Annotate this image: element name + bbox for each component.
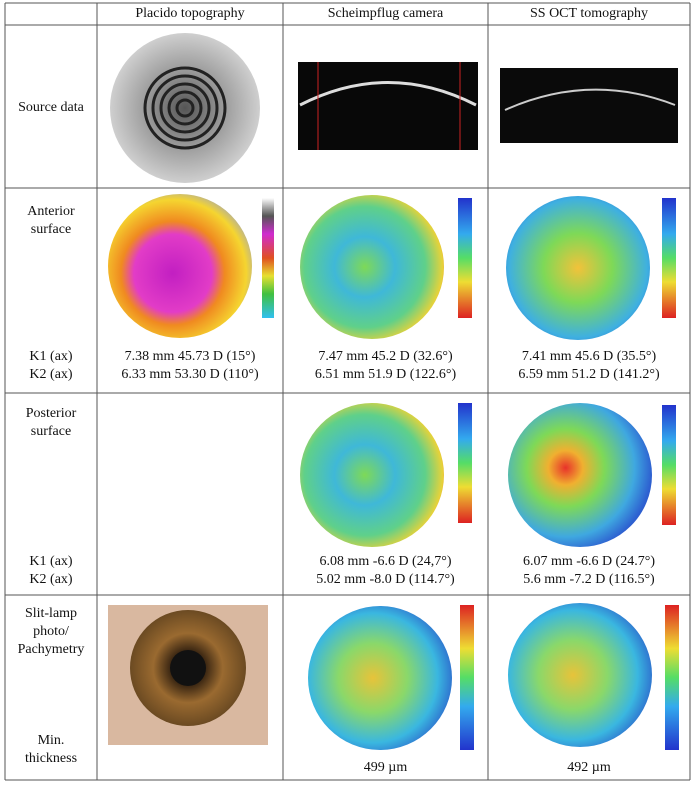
k-value: 6.08 mm -6.6 D (24,7°) [319, 554, 452, 569]
k-label: K2 (ax) [29, 572, 73, 587]
k-value: 6.59 mm 51.2 D (141.2°) [518, 367, 660, 382]
oct-pachymetry-map [508, 603, 679, 750]
slit-lamp-photo [108, 605, 268, 745]
k-value: 7.47 mm 45.2 D (32.6°) [318, 349, 453, 364]
k-value: 7.38 mm 45.73 D (15°) [124, 349, 256, 364]
oct-source-image [500, 68, 678, 143]
k-label: K1 (ax) [29, 554, 73, 569]
k-value: 7.41 mm 45.6 D (35.5°) [521, 349, 657, 364]
row-label: Source data [18, 100, 84, 115]
k-label: K1 (ax) [29, 349, 73, 364]
row-sub-label: Min. thickness [24, 733, 78, 766]
scheimpflug-source-image [298, 62, 478, 150]
scheimpflug-pachymetry-map [308, 605, 474, 750]
oct-anterior-map [506, 196, 676, 340]
scheimpflug-posterior-map [300, 403, 472, 547]
thickness-value: 492 µm [567, 760, 611, 775]
k-value: 5.6 mm -7.2 D (116.5°) [523, 572, 655, 587]
scheimpflug-anterior-map [300, 195, 472, 339]
grid-lines [4, 2, 691, 781]
row-label: Anterior surface [27, 204, 75, 237]
k-value: 6.07 mm -6.6 D (24.7°) [523, 554, 655, 569]
k-value: 6.33 mm 53.30 D (110°) [121, 367, 259, 382]
thickness-value: 499 µm [363, 760, 408, 775]
k-value: 6.51 mm 51.9 D (122.6°) [314, 367, 457, 382]
row-label: Slit-lamp photo/ Pachymetry [17, 606, 85, 657]
placido-source-image [110, 33, 260, 183]
column-header: Placido topography [135, 6, 245, 21]
placido-anterior-map [108, 194, 274, 338]
k-value: 5.02 mm -8.0 D (114.7°) [316, 572, 455, 587]
oct-posterior-map [508, 403, 676, 547]
row-label: Posterior surface [25, 406, 77, 439]
column-header: SS OCT tomography [530, 6, 648, 21]
column-header: Scheimpflug camera [327, 6, 444, 21]
k-label: K2 (ax) [29, 367, 73, 382]
